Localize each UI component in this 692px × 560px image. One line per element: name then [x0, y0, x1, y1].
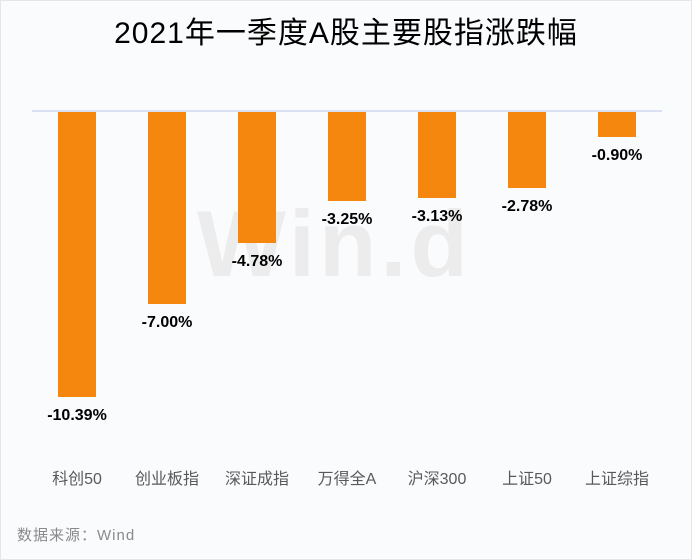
category-label: 科创50	[52, 471, 102, 488]
data-source-label: 数据来源：Wind	[17, 527, 136, 544]
category-label: 上证综指	[584, 471, 649, 488]
category-label: 万得全A	[317, 471, 377, 488]
bar-上证综指	[598, 112, 636, 137]
category-label: 创业板指	[134, 471, 199, 488]
value-label: -4.78%	[231, 253, 283, 270]
bar-沪深300	[418, 112, 456, 198]
x-axis-baseline	[32, 110, 662, 112]
value-label: -3.13%	[411, 208, 463, 225]
chart-title: 2021年一季度A股主要股指涨跌幅	[114, 17, 578, 50]
value-label: -10.39%	[47, 407, 107, 424]
category-label: 上证50	[502, 471, 552, 488]
bar-创业板指	[148, 112, 186, 304]
value-label: -7.00%	[141, 314, 193, 331]
category-label: 沪深300	[407, 471, 467, 488]
bar-万得全A	[328, 112, 366, 201]
bar-科创50	[58, 112, 96, 397]
bar-深证成指	[238, 112, 276, 243]
value-label: -0.90%	[591, 147, 643, 164]
value-label: -3.25%	[321, 211, 373, 228]
category-label: 深证成指	[224, 471, 289, 488]
value-label: -2.78%	[501, 198, 553, 215]
bar-上证50	[508, 112, 546, 188]
